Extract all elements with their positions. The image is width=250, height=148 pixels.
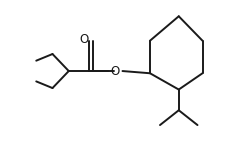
Text: O: O [110, 65, 120, 78]
Text: O: O [80, 33, 89, 46]
